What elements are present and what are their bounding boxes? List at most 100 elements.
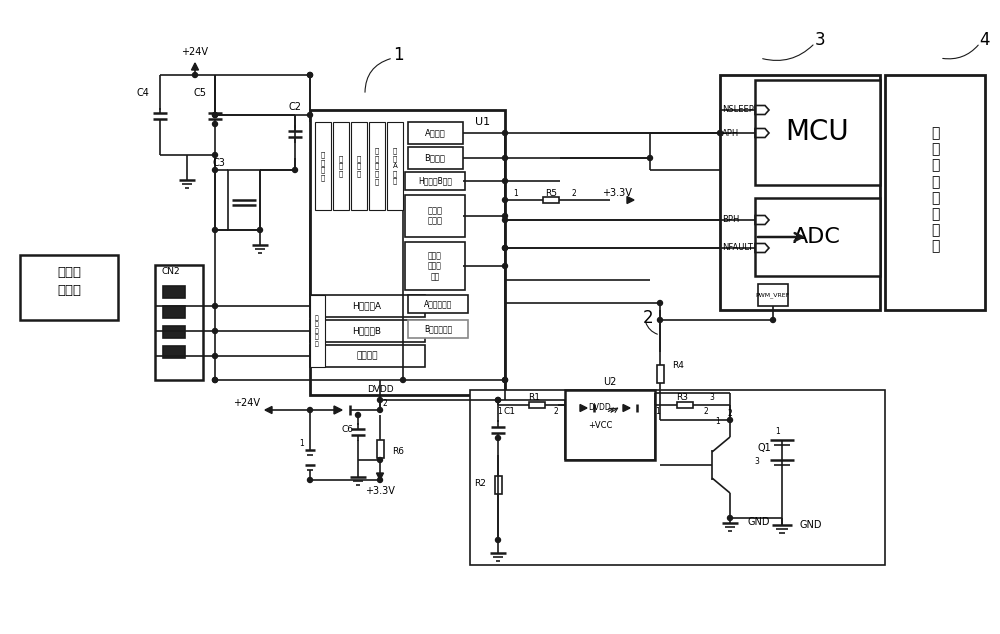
Text: C2: C2 [288,102,302,112]
Text: B相参考电压: B相参考电压 [424,325,452,333]
Text: C6: C6 [342,425,354,434]
Text: 1: 1 [514,188,518,198]
Circle shape [212,153,218,157]
Bar [494,476,502,494]
Text: C1: C1 [504,408,516,417]
Text: 2: 2 [704,406,708,415]
Bar [529,402,545,408]
Text: +3.3V: +3.3V [602,188,632,198]
Text: R4: R4 [672,361,684,370]
Circle shape [258,228,262,233]
Circle shape [212,112,218,117]
Bar [405,242,465,290]
Text: GND: GND [748,517,770,527]
Circle shape [308,408,312,413]
Text: A桥使能: A桥使能 [425,129,445,138]
Circle shape [503,131,508,136]
Bar [408,122,463,144]
Bar [163,326,185,338]
Text: BPH: BPH [722,216,739,224]
Bar [310,295,325,367]
Circle shape [308,72,312,77]
Bar [408,320,468,338]
Text: 4: 4 [980,31,990,49]
Text: 单相电
流调节
模块: 单相电 流调节 模块 [428,251,442,281]
Bar [656,365,664,382]
Bar [228,170,260,230]
Text: GND: GND [800,520,822,530]
Polygon shape [725,491,730,496]
Text: MCU: MCU [785,118,849,146]
Text: 整
流
电
路: 整 流 电 路 [321,152,325,181]
Circle shape [728,418,732,422]
Text: A相参考电压: A相参考电压 [424,299,452,309]
Circle shape [503,377,508,382]
Circle shape [496,398,501,403]
Text: NFAULT: NFAULT [722,243,753,252]
Polygon shape [376,473,384,480]
Circle shape [496,436,501,441]
Bar [310,345,425,367]
Bar [543,197,559,203]
Text: R3: R3 [676,394,688,403]
Text: 冷
媒
泄
露
检
测
装
置: 冷 媒 泄 露 检 测 装 置 [931,126,939,254]
Circle shape [503,198,508,202]
Bar [408,147,463,169]
Bar [310,295,425,317]
Text: 1: 1 [300,439,304,448]
Circle shape [658,418,662,422]
Text: 3: 3 [815,31,825,49]
Bar [163,286,185,298]
Polygon shape [580,404,587,411]
Bar [351,122,367,210]
Text: R1: R1 [528,394,540,403]
Text: 低
功
耗
控
制: 低 功 耗 控 制 [375,148,379,184]
Text: CN2: CN2 [162,268,181,276]
Text: U1: U1 [475,117,490,127]
Circle shape [308,477,312,482]
Bar [677,402,693,408]
Text: 3: 3 [710,394,714,403]
Circle shape [378,408,382,413]
Bar [310,320,425,342]
Circle shape [212,304,218,309]
Text: C5: C5 [194,88,207,98]
Circle shape [212,328,218,333]
Circle shape [718,131,722,136]
Bar [755,80,880,185]
Bar [163,306,185,318]
Text: 衰减控
制模块: 衰减控 制模块 [428,206,442,226]
Text: NSLEEP: NSLEEP [722,105,754,115]
Circle shape [212,228,218,233]
Circle shape [496,398,501,403]
Bar [376,440,384,458]
Circle shape [308,112,312,117]
Text: 2: 2 [643,309,653,327]
Circle shape [728,418,732,422]
Bar [333,122,349,210]
Text: R2: R2 [474,479,486,489]
Circle shape [503,179,508,183]
Text: +VCC: +VCC [588,420,612,429]
Circle shape [212,377,218,382]
Circle shape [192,72,198,77]
Circle shape [212,122,218,127]
Text: 1: 1 [498,406,502,415]
Text: +3.3V: +3.3V [365,486,395,496]
Bar [408,295,468,313]
Bar [387,122,403,210]
Bar [758,284,788,306]
Circle shape [503,377,508,382]
Text: H桥电路B: H桥电路B [352,327,382,335]
Circle shape [212,354,218,358]
Polygon shape [192,63,198,70]
Text: ADC: ADC [793,227,841,247]
Bar [163,346,185,358]
Text: APH: APH [722,129,739,138]
Text: 1: 1 [716,418,720,427]
Text: Q1: Q1 [758,443,772,453]
Bar [310,110,505,395]
Circle shape [503,245,508,250]
Circle shape [378,458,382,462]
Text: U2: U2 [603,377,617,387]
